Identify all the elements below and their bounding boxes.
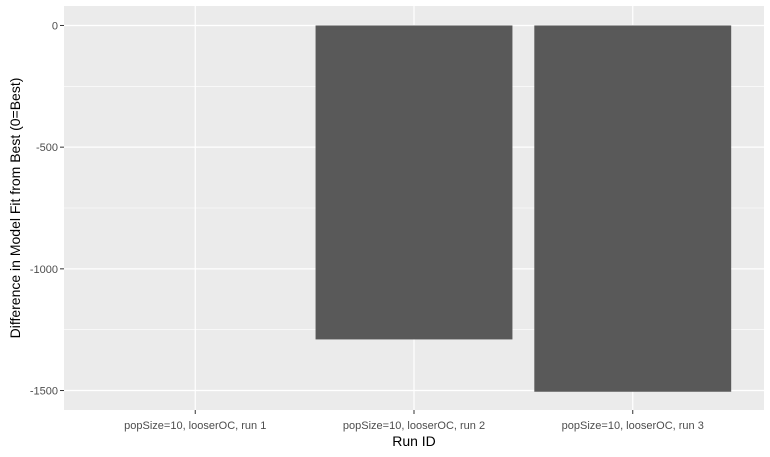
- y-tick-label: -500: [36, 142, 58, 154]
- y-axis-title: Difference in Model Fit from Best (0=Bes…: [7, 78, 23, 339]
- bar: [534, 25, 732, 392]
- bar: [315, 25, 513, 340]
- x-tick-label: popSize=10, looserOC, run 2: [343, 420, 485, 432]
- x-tick-label: popSize=10, looserOC, run 1: [124, 420, 266, 432]
- y-tick-label: -1000: [30, 264, 58, 276]
- y-axis: 0 -500 -1000 -1500: [30, 20, 64, 398]
- y-tick-label: -1500: [30, 386, 58, 398]
- bars: [315, 25, 732, 392]
- x-tick-label: popSize=10, looserOC, run 3: [562, 420, 704, 432]
- x-axis-title: Run ID: [392, 433, 436, 449]
- x-axis: popSize=10, looserOC, run 1 popSize=10, l…: [124, 410, 704, 432]
- y-tick-label: 0: [52, 20, 58, 32]
